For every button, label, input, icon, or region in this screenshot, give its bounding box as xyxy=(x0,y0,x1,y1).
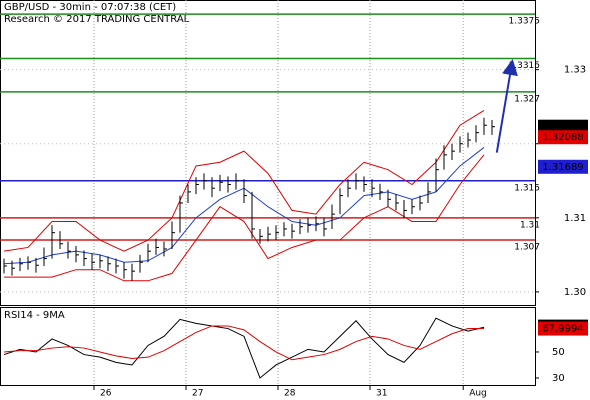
level-label: 1.307 xyxy=(514,243,540,253)
y-tick-label: 1.30 xyxy=(564,287,586,298)
price-tag xyxy=(538,119,588,134)
forecast-arrow xyxy=(495,59,518,153)
overlay-line xyxy=(3,109,485,252)
price-tag-label: 1.31689 xyxy=(542,162,583,173)
rsi-title: RSI14 - 9MA xyxy=(4,310,65,321)
x-tick-label: 28 xyxy=(284,389,296,399)
main-frame xyxy=(0,0,536,306)
price-tag xyxy=(538,130,588,145)
x-tick-label: 31 xyxy=(376,389,387,399)
y-tick-label: 50 xyxy=(552,347,565,358)
level-label: 1.315 xyxy=(514,183,540,193)
price-tag-label: 1.3223 xyxy=(546,122,581,133)
price-tag xyxy=(538,159,588,174)
chart-subtitle: Research © 2017 TRADING CENTRAL xyxy=(4,14,190,25)
level-label: 1.327 xyxy=(514,94,540,104)
price-tag-label: 1.32088 xyxy=(542,132,583,143)
level-label: 1.3375 xyxy=(509,17,541,27)
chart-title: GBP/USD - 30min - 07:07:38 (CET) xyxy=(4,2,176,13)
rsi-frame xyxy=(0,307,536,386)
rsi-tag xyxy=(538,321,588,336)
x-tick-label: 27 xyxy=(192,389,203,399)
level-label: 1.31 xyxy=(520,220,540,230)
x-tick-label: Aug xyxy=(469,389,487,399)
x-tick-label: 26 xyxy=(100,389,112,399)
rsi-line xyxy=(3,317,485,379)
y-tick-label: 1.31 xyxy=(564,213,586,224)
level-label: 1.3315 xyxy=(509,61,541,71)
y-tick-label: 30 xyxy=(552,373,565,384)
y-tick-label: 1.33 xyxy=(564,65,586,76)
rsi-line xyxy=(3,325,484,361)
rsi-tag-label: 67.9994 xyxy=(542,324,583,335)
